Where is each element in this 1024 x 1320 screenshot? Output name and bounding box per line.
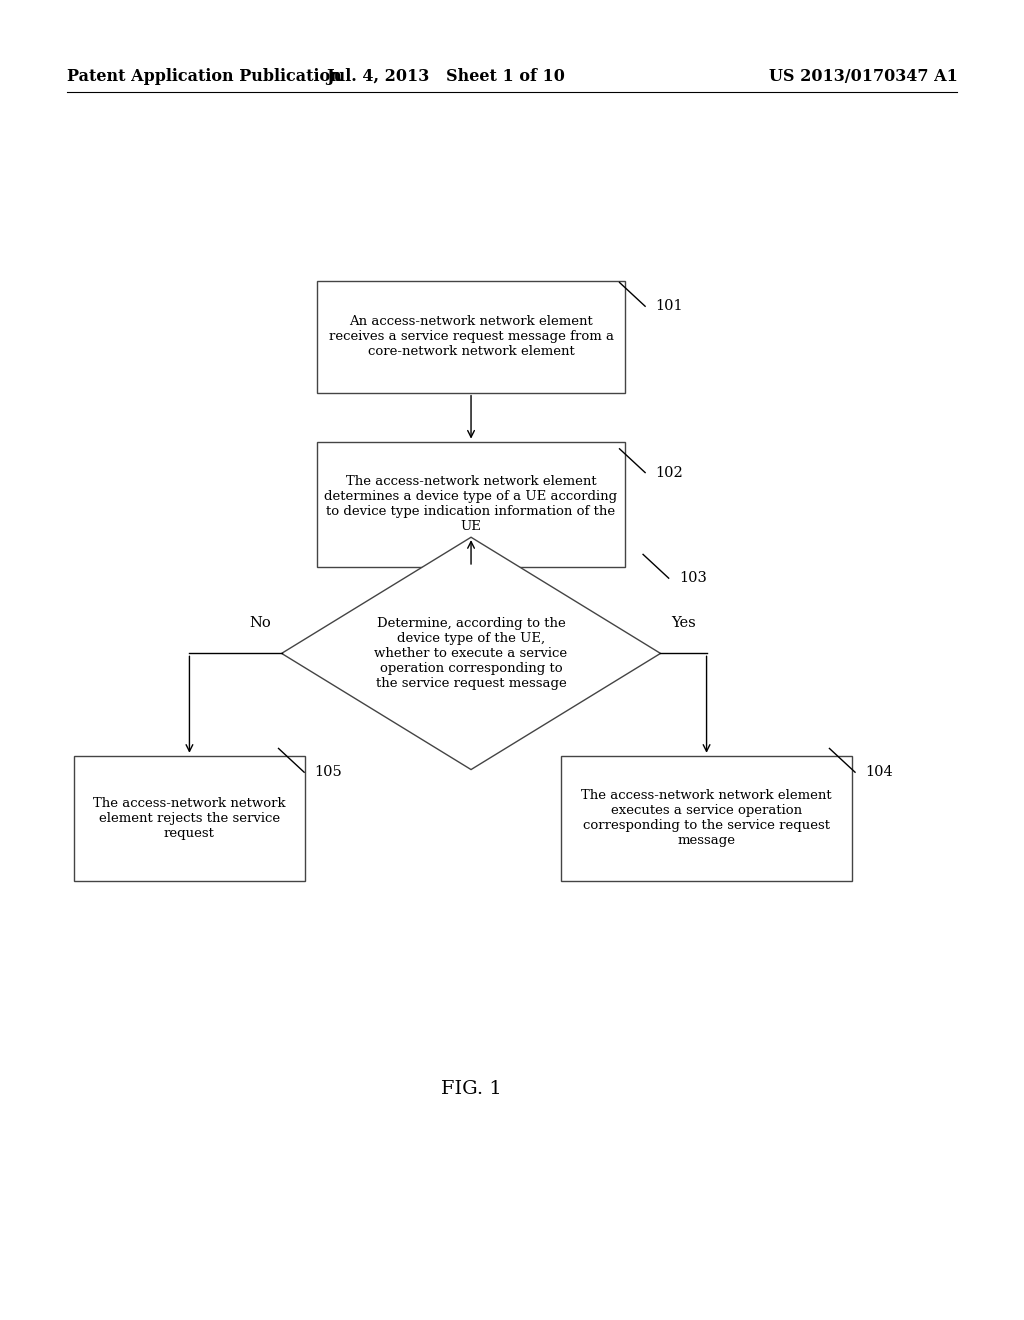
Bar	[317, 281, 625, 393]
Text: FIG. 1: FIG. 1	[440, 1080, 502, 1098]
Text: 104: 104	[865, 766, 893, 779]
Polygon shape	[282, 537, 660, 770]
Text: 101: 101	[655, 300, 683, 313]
Text: The access-network network element
determines a device type of a UE according
to: The access-network network element deter…	[325, 475, 617, 533]
Text: US 2013/0170347 A1: US 2013/0170347 A1	[769, 69, 957, 84]
Bar	[561, 755, 852, 882]
Text: Patent Application Publication: Patent Application Publication	[67, 69, 341, 84]
Text: 105: 105	[314, 766, 342, 779]
Text: Determine, according to the
device type of the UE,
whether to execute a service
: Determine, according to the device type …	[375, 616, 567, 690]
Text: Yes: Yes	[671, 615, 695, 630]
Text: 102: 102	[655, 466, 683, 479]
Text: An access-network network element
receives a service request message from a
core: An access-network network element receiv…	[329, 315, 613, 358]
Text: The access-network network
element rejects the service
request: The access-network network element rejec…	[93, 797, 286, 840]
Text: 103: 103	[679, 572, 707, 585]
Text: The access-network network element
executes a service operation
corresponding to: The access-network network element execu…	[582, 789, 831, 847]
Bar	[74, 755, 305, 882]
Text: Jul. 4, 2013   Sheet 1 of 10: Jul. 4, 2013 Sheet 1 of 10	[326, 69, 565, 84]
Bar	[317, 441, 625, 568]
Text: No: No	[250, 615, 271, 630]
